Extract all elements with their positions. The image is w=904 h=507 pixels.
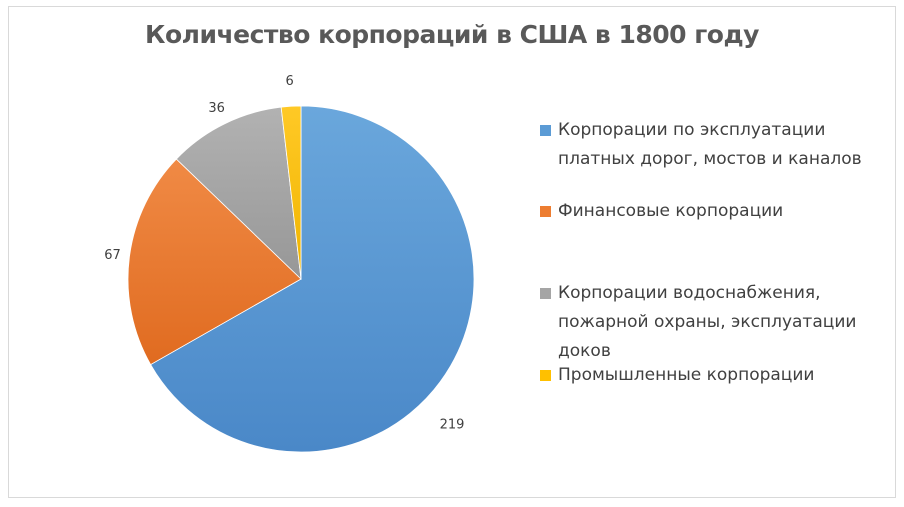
data-label-water-fire-docks: 36 — [208, 101, 225, 116]
pie-slice-industrial — [280, 105, 302, 280]
chart-title: Количество корпораций в США в 1800 году — [145, 20, 759, 49]
legend-swatch-water-fire-docks — [540, 288, 551, 299]
data-label-financial: 67 — [104, 248, 121, 263]
pie-slice-toll-roads — [150, 105, 475, 453]
legend-swatch-toll-roads — [540, 125, 551, 136]
legend-label-water-fire-docks: Корпорации водоснабжения, пожарной охран… — [558, 283, 857, 361]
legend-swatch-industrial — [540, 370, 551, 381]
data-label-toll-roads: 219 — [440, 417, 465, 432]
legend-label-industrial: Промышленные корпорации — [558, 365, 815, 385]
data-label-industrial: 6 — [285, 74, 293, 89]
pie-slice-financial — [127, 158, 302, 366]
legend-swatch-financial — [540, 206, 551, 217]
pie-slice-water-fire-docks — [175, 106, 302, 281]
legend-label-financial: Финансовые корпорации — [558, 201, 784, 221]
legend-label-toll-roads: Корпорации по эксплуатации платных дорог… — [558, 120, 862, 169]
